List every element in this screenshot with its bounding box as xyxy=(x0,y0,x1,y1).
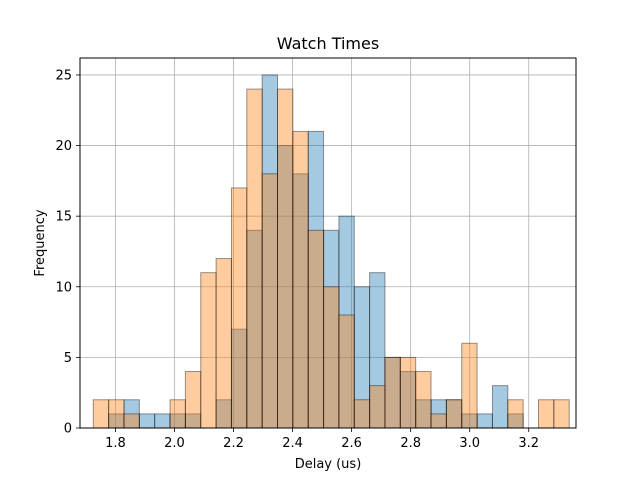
histogram-bar-series-2 xyxy=(445,399,463,429)
y-tick-label: 25 xyxy=(55,68,72,83)
x-tick-label: 2.2 xyxy=(223,436,244,451)
y-axis-ticks: 0 5 10 15 20 25 xyxy=(55,68,80,437)
histogram-bar-series-2 xyxy=(108,399,125,429)
y-tick-label: 15 xyxy=(55,210,72,225)
histogram-bar-series-2 xyxy=(307,229,325,429)
x-axis-label: Delay (us) xyxy=(295,457,362,472)
x-tick-label: 2.0 xyxy=(164,436,185,451)
histogram-bar-series-2 xyxy=(246,88,263,429)
histogram-bar-series-2 xyxy=(507,399,524,429)
y-axis-label: Frequency xyxy=(33,209,48,276)
histogram-bar-series-2 xyxy=(353,399,371,429)
x-tick-label: 2.4 xyxy=(282,436,303,451)
y-tick-label: 20 xyxy=(55,139,72,154)
histogram-bar-series-2 xyxy=(461,342,478,429)
histogram-bar-series-2 xyxy=(277,88,294,429)
chart-title: Watch Times xyxy=(277,34,379,53)
plot-frame xyxy=(79,57,577,429)
histogram-bar-series-2 xyxy=(215,258,232,429)
histogram-bar-series-2 xyxy=(369,385,386,429)
histogram-bar-series-2 xyxy=(338,314,355,429)
histogram-bar-series-2 xyxy=(384,356,401,429)
histogram-bar-series-2 xyxy=(538,399,555,429)
histogram-bar-series-2 xyxy=(123,413,140,429)
x-tick-label: 2.8 xyxy=(400,436,421,451)
histogram-bar-series-2 xyxy=(169,399,186,429)
x-tick-label: 3.0 xyxy=(459,436,480,451)
y-tick-label: 0 xyxy=(64,422,72,437)
histogram-bar-series-2 xyxy=(92,399,110,429)
histogram-bar-series-2 xyxy=(230,187,248,429)
x-tick-label: 3.2 xyxy=(518,436,539,451)
histogram-bar-series-2 xyxy=(323,286,340,429)
x-tick-label: 1.8 xyxy=(105,436,126,451)
y-tick-label: 10 xyxy=(55,280,72,295)
x-axis-ticks: 1.8 2.0 2.2 2.4 2.6 2.8 3.0 3.2 xyxy=(105,428,539,451)
histogram-bar-series-1 xyxy=(476,413,493,429)
histogram-bar-series-1 xyxy=(138,413,156,429)
histogram-bar-series-2 xyxy=(292,130,309,429)
histogram-bar-series-2 xyxy=(430,413,447,429)
histogram-bar-series-2 xyxy=(184,371,202,429)
histogram-bar-series-2 xyxy=(200,272,217,429)
y-tick-label: 5 xyxy=(64,351,72,366)
histogram-bar-series-1 xyxy=(491,385,509,429)
histogram-bar-series-2 xyxy=(261,173,279,429)
histogram-bars xyxy=(92,74,570,429)
x-tick-label: 2.6 xyxy=(341,436,362,451)
histogram-bar-series-2 xyxy=(415,371,432,429)
histogram-bar-series-2 xyxy=(399,356,417,429)
histogram-bar-series-1 xyxy=(154,413,171,429)
histogram-bar-series-2 xyxy=(553,399,570,429)
